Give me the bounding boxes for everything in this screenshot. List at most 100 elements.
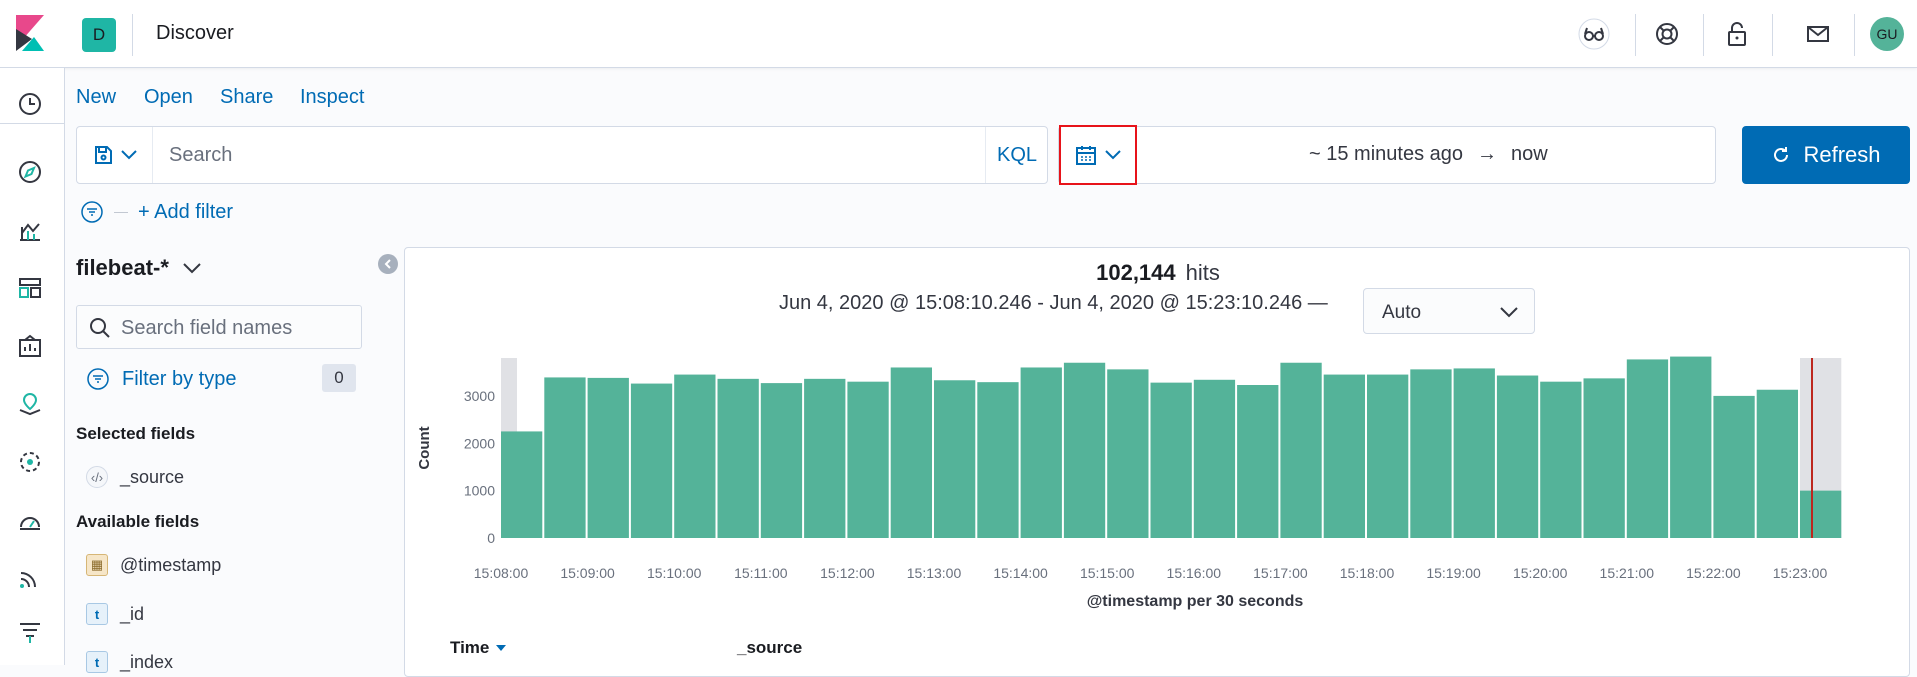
share-link[interactable]: Share <box>220 86 274 108</box>
chart-bar <box>1496 375 1539 538</box>
x-tick-label: 15:18:00 <box>1340 565 1395 581</box>
index-pattern-selector[interactable]: filebeat-* <box>76 255 201 281</box>
filter-by-type-label: Filter by type <box>122 367 237 390</box>
x-tick-label: 15:15:00 <box>1080 565 1135 581</box>
new-link[interactable]: New <box>76 86 117 108</box>
x-tick-label: 15:17:00 <box>1253 565 1308 581</box>
chart-bar <box>1583 378 1625 538</box>
logs-icon[interactable] <box>14 562 46 594</box>
chart-bar <box>674 374 716 538</box>
chart-bar <box>1713 395 1755 538</box>
chart-bar <box>1410 369 1452 538</box>
lock-icon[interactable] <box>1719 16 1755 52</box>
x-tick-label: 15:13:00 <box>907 565 962 581</box>
divider <box>1772 14 1773 56</box>
inspect-link[interactable]: Inspect <box>300 86 365 108</box>
field-name: _source <box>120 466 185 487</box>
kibana-logo-icon[interactable] <box>14 15 46 51</box>
glasses-icon[interactable] <box>1576 16 1612 52</box>
search-input[interactable]: Search <box>169 144 233 166</box>
chart-bar <box>1020 367 1062 538</box>
recent-icon[interactable] <box>14 88 46 120</box>
chevron-down-icon <box>1500 307 1518 318</box>
interval-value: Auto <box>1382 302 1422 323</box>
user-avatar[interactable]: GU <box>1870 17 1904 51</box>
x-tick-label: 15:22:00 <box>1686 565 1741 581</box>
chart-bar <box>1626 359 1669 538</box>
y-tick-label: 2000 <box>464 435 495 451</box>
refresh-button[interactable]: Refresh <box>1742 126 1910 184</box>
chart-bar <box>934 380 976 538</box>
x-tick-label: 15:21:00 <box>1600 565 1655 581</box>
field-item-index[interactable]: t _index <box>86 651 173 673</box>
add-filter-button[interactable]: + Add filter <box>138 200 234 223</box>
collapse-sidebar-button[interactable] <box>378 254 398 274</box>
available-fields-title: Available fields <box>76 512 200 531</box>
y-tick-label: 1000 <box>464 483 495 499</box>
chart-bar <box>1063 362 1106 538</box>
saved-query-button[interactable] <box>77 127 153 183</box>
chart-bar <box>717 378 759 538</box>
top-header: D Discover GU <box>0 0 1917 68</box>
discover-icon[interactable] <box>14 156 46 188</box>
end-date[interactable]: now <box>1511 143 1548 165</box>
mail-icon[interactable] <box>1800 16 1836 52</box>
search-icon <box>90 318 110 338</box>
y-tick-label: 3000 <box>464 388 495 404</box>
maps-icon[interactable] <box>14 388 46 420</box>
chart-bar <box>1280 362 1322 538</box>
chart-bar <box>760 383 803 538</box>
date-range[interactable]: ~ 15 minutes ago → now <box>1309 143 1548 166</box>
index-pattern-label: filebeat-* <box>76 255 169 280</box>
start-date[interactable]: ~ 15 minutes ago <box>1309 143 1463 165</box>
divider <box>1703 14 1704 56</box>
time-column-header[interactable]: Time <box>450 638 507 658</box>
x-tick-label: 15:20:00 <box>1513 565 1568 581</box>
x-tick-label: 15:12:00 <box>820 565 875 581</box>
results-panel: 102,144 hits Jun 4, 2020 @ 15:08:10.246 -… <box>404 247 1910 677</box>
filter-count-badge: 0 <box>322 364 356 392</box>
chart-bar <box>1150 382 1192 538</box>
refresh-label: Refresh <box>1803 142 1881 167</box>
canvas-icon[interactable] <box>14 330 46 362</box>
query-bar: Search KQL <box>76 126 1048 184</box>
metrics-icon[interactable] <box>14 504 46 536</box>
divider <box>0 123 65 124</box>
quick-date-button[interactable] <box>1059 125 1137 185</box>
x-tick-label: 15:16:00 <box>1167 565 1222 581</box>
chart-bar <box>890 367 932 538</box>
field-name: _index <box>120 651 174 672</box>
space-avatar[interactable]: D <box>82 18 116 52</box>
filter-icon <box>87 368 109 390</box>
arrow-icon: → <box>1477 143 1497 165</box>
dashboard-icon[interactable] <box>14 272 46 304</box>
field-item-timestamp[interactable]: ▦ @timestamp <box>86 554 221 576</box>
ml-icon[interactable] <box>14 446 46 478</box>
divider <box>1854 14 1855 56</box>
field-search-input[interactable]: Search field names <box>76 305 362 349</box>
help-icon[interactable] <box>1649 16 1685 52</box>
divider <box>1635 14 1636 56</box>
filter-by-type-button[interactable]: Filter by type <box>86 367 236 391</box>
chart-bar <box>1800 490 1842 538</box>
interval-select[interactable]: Auto <box>1363 288 1535 334</box>
query-language-button[interactable]: KQL <box>985 127 1048 183</box>
page-title: Discover <box>156 22 234 44</box>
visualize-icon[interactable] <box>14 214 46 246</box>
column-header-label: Time <box>450 638 490 657</box>
x-axis-label: @timestamp per 30 seconds <box>1087 593 1304 610</box>
string-field-icon: t <box>86 603 108 625</box>
filter-icon[interactable] <box>80 200 104 224</box>
source-column-header[interactable]: _source <box>737 638 803 657</box>
save-icon <box>94 146 112 164</box>
x-tick-label: 15:09:00 <box>560 565 615 581</box>
field-item-id[interactable]: t _id <box>86 603 144 625</box>
apm-icon[interactable] <box>14 616 46 648</box>
field-item-source[interactable]: ‹/› _source <box>86 466 184 488</box>
selected-fields-title: Selected fields <box>76 424 196 443</box>
open-link[interactable]: Open <box>144 86 193 108</box>
chart-bar <box>847 381 889 538</box>
hits-count: 102,144 <box>1096 260 1176 285</box>
x-tick-label: 15:23:00 <box>1773 565 1828 581</box>
hits-label: hits <box>1185 260 1220 285</box>
